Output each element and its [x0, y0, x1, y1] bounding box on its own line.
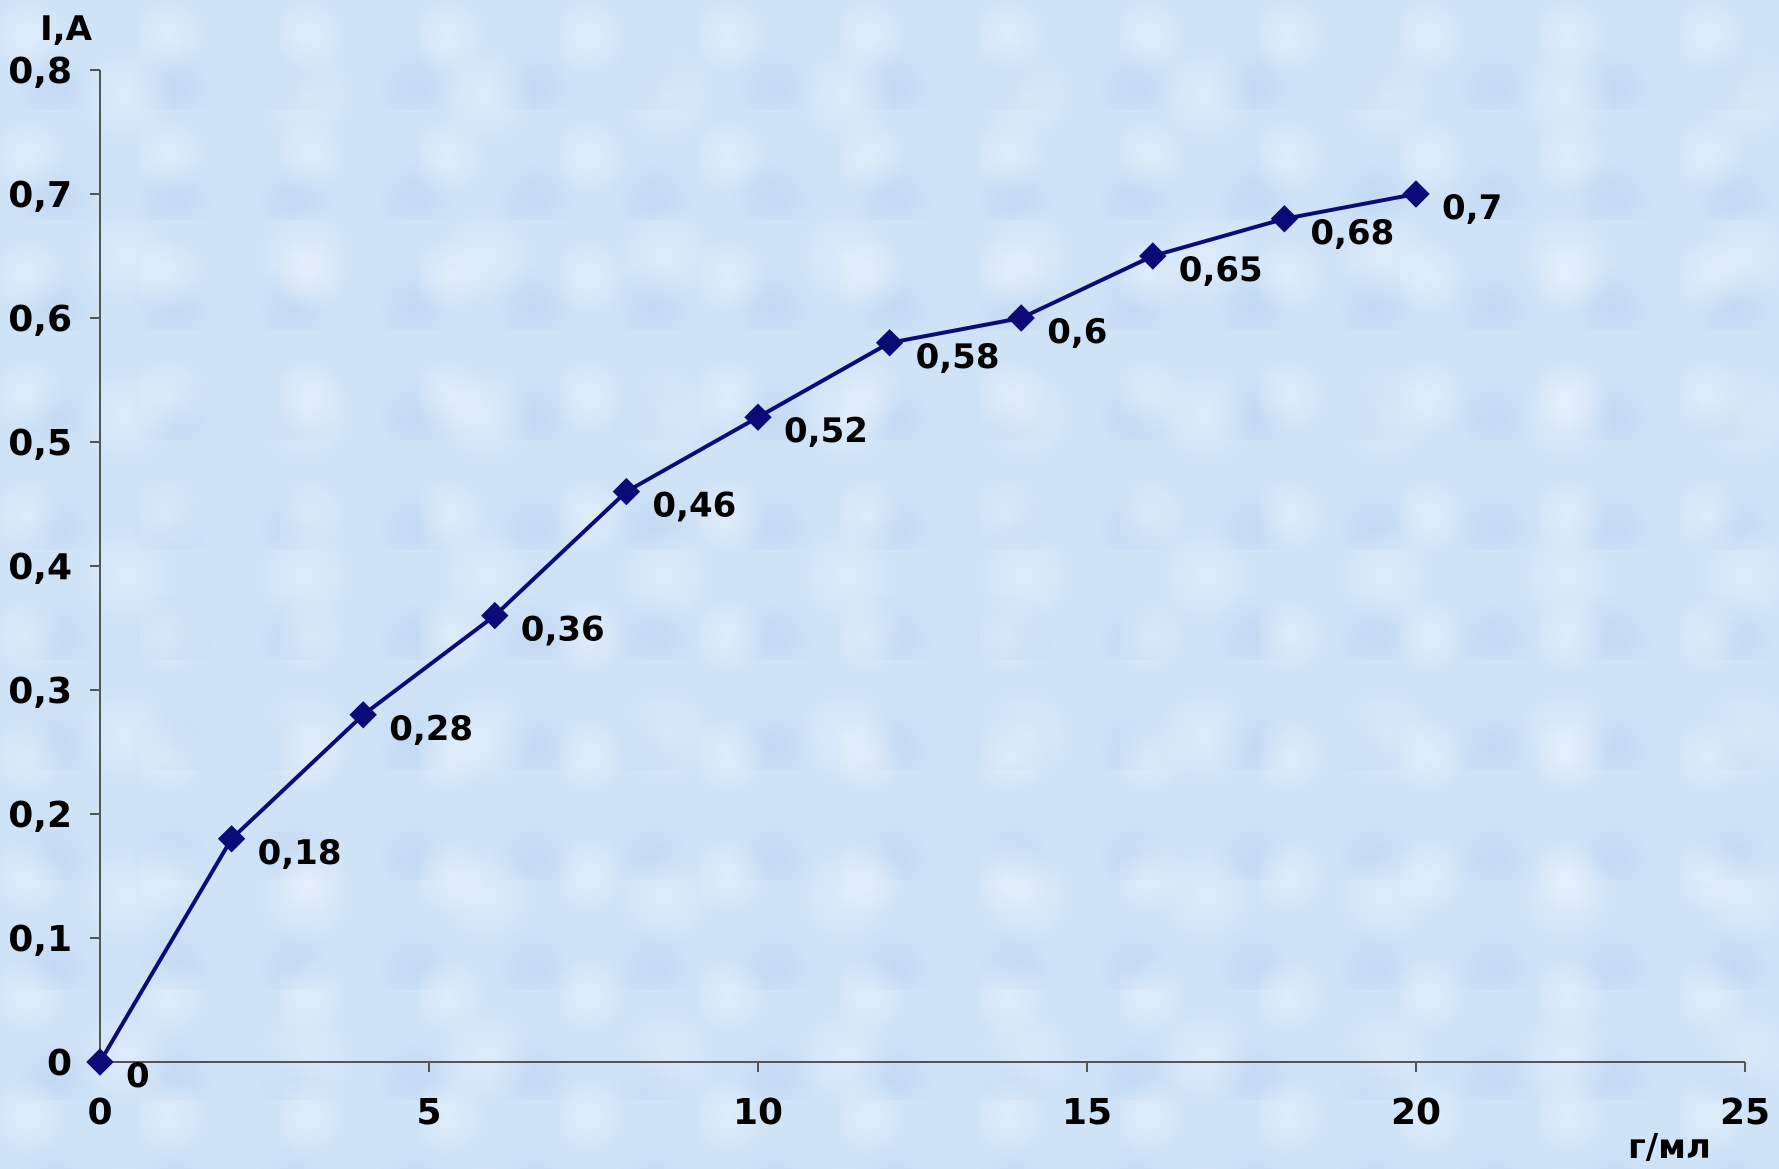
y-tick-label: 0,5	[8, 423, 72, 464]
y-tick-label: 0,8	[8, 51, 72, 92]
data-point	[875, 329, 904, 357]
x-tick-label: 5	[416, 1092, 441, 1133]
y-tick-label: 0,2	[8, 795, 72, 836]
data-label: 0,6	[1047, 312, 1107, 352]
data-label: 0,28	[389, 709, 473, 749]
x-axis-title: г/мл	[1628, 1127, 1711, 1165]
data-label: 0,36	[521, 610, 605, 650]
y-tick-label: 0	[47, 1043, 72, 1084]
y-tick-label: 0,6	[8, 299, 72, 340]
y-tick-label: 0,1	[8, 919, 72, 960]
data-point	[481, 601, 509, 630]
y-axis-title: I,A	[40, 9, 93, 49]
x-tick-label: 25	[1720, 1092, 1770, 1133]
data-point	[1270, 205, 1299, 233]
data-label: 0,65	[1179, 250, 1263, 290]
data-point	[1139, 242, 1167, 270]
data-label: 0,7	[1442, 188, 1502, 228]
data-label: 0,46	[652, 486, 736, 526]
x-tick-label: 20	[1391, 1092, 1441, 1133]
data-point	[349, 701, 377, 729]
data-label: 0	[126, 1056, 150, 1096]
x-tick-label: 10	[733, 1092, 783, 1133]
data-point	[1007, 304, 1035, 332]
y-tick-label: 0,3	[8, 671, 72, 712]
x-tick-label: 0	[87, 1092, 112, 1133]
series-line	[98, 192, 1417, 1064]
series	[86, 180, 1430, 1076]
data-label: 0,68	[1310, 213, 1394, 253]
data-label: 0,58	[916, 337, 1000, 377]
y-tick-label: 0,7	[8, 175, 72, 216]
y-tick-label: 0,4	[8, 547, 72, 588]
ticks: 0 0,1 0,2 0,3 0,4 0,5 0,6 0,7 0,8 0 5 10 15 20 25	[8, 51, 1770, 1133]
data-point	[612, 477, 641, 506]
data-point	[744, 403, 772, 431]
data-label: 0,18	[258, 833, 342, 873]
data-point	[86, 1048, 114, 1076]
data-point	[217, 825, 246, 853]
x-tick-label: 15	[1062, 1092, 1112, 1133]
data-label: 0,52	[784, 411, 868, 451]
data-point	[1402, 180, 1430, 208]
data-labels: 0 0,18 0,28 0,36 0,46 0,52 0,58 0,6 0,65 0,68 0,7	[126, 188, 1502, 1096]
